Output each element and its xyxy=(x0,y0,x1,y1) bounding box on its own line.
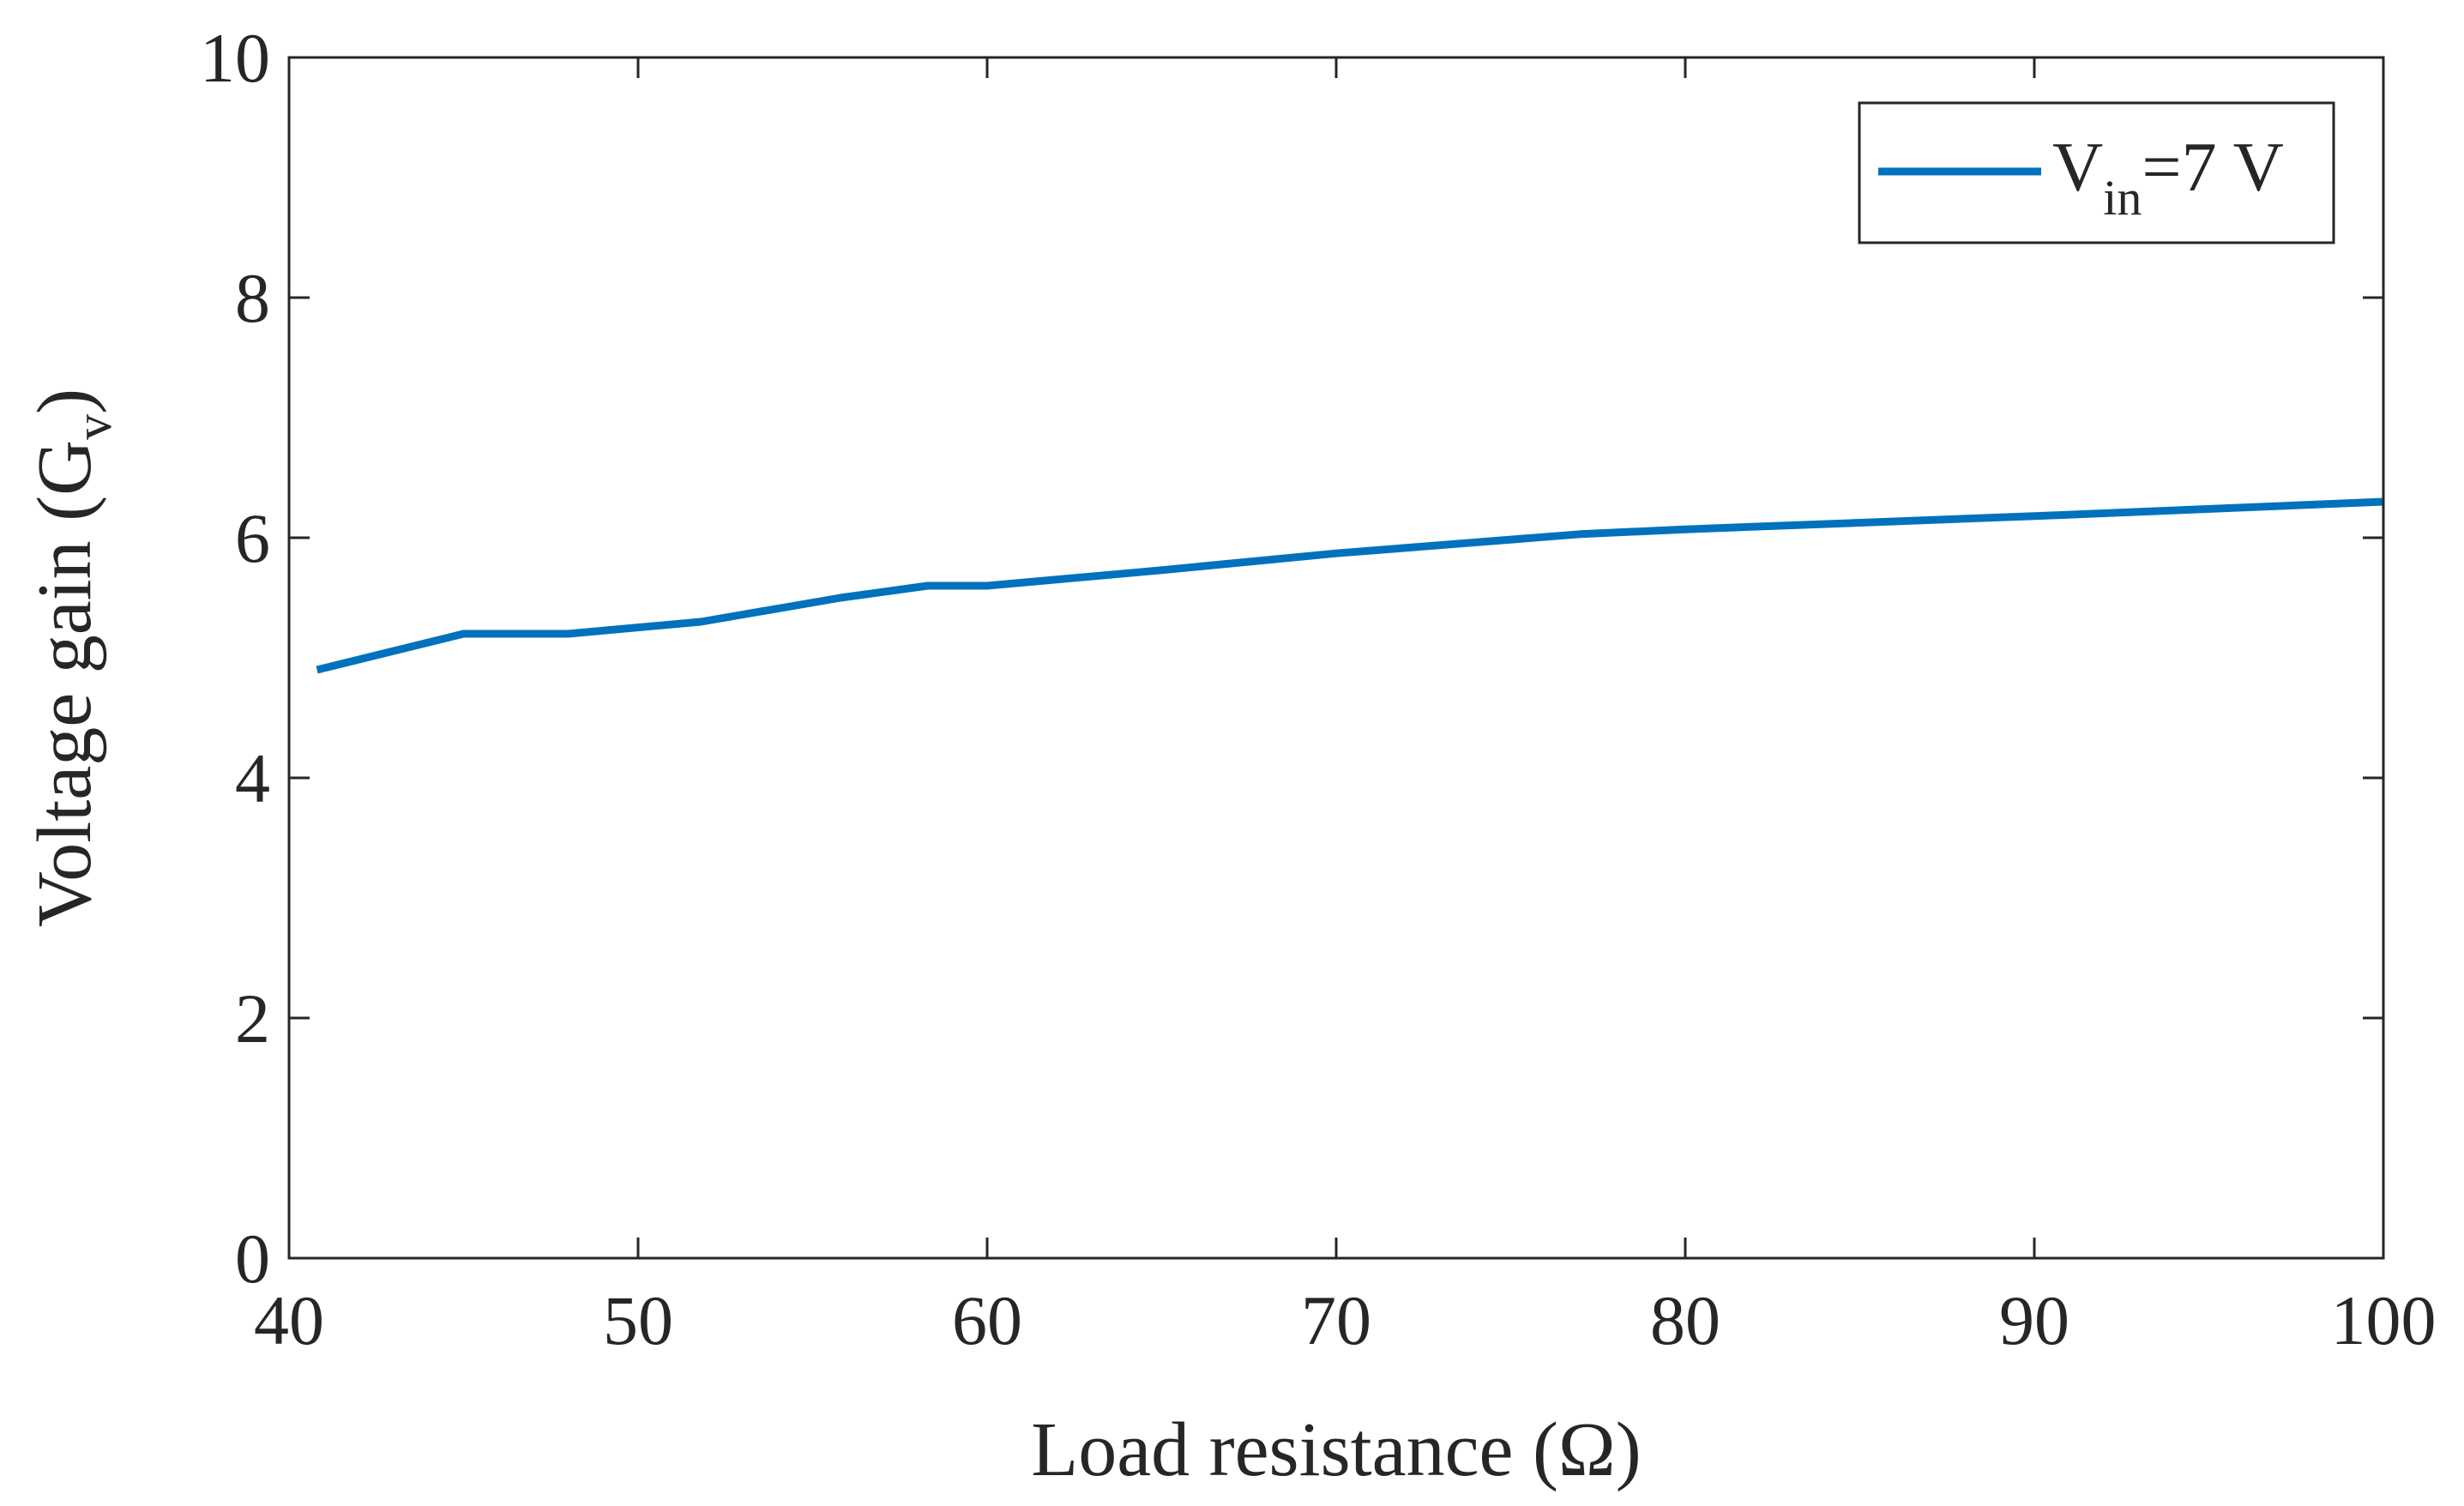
x-tick-label: 80 xyxy=(1650,1281,1720,1359)
plot-area xyxy=(289,57,2383,1258)
x-tick-label: 60 xyxy=(952,1281,1022,1359)
legend-label-sub: in xyxy=(2103,170,2142,226)
y-axis-label-main: Voltage gain (G xyxy=(22,440,107,927)
legend: Vin=7 V xyxy=(1858,101,2335,244)
x-tick-label: 50 xyxy=(603,1281,673,1359)
y-axis-label-close: ) xyxy=(22,389,107,414)
x-tick-label: 100 xyxy=(2331,1281,2437,1359)
x-tick-label: 70 xyxy=(1301,1281,1371,1359)
legend-label: Vin=7 V xyxy=(2052,128,2284,226)
x-tick-labels: 40 50 60 70 80 90 100 xyxy=(254,1281,2437,1359)
x-tick-label: 90 xyxy=(1999,1281,2069,1359)
legend-label-rest: =7 V xyxy=(2142,128,2283,206)
x-tick-label: 40 xyxy=(254,1281,324,1359)
series-layer xyxy=(316,497,2384,674)
series-line xyxy=(316,497,2384,674)
y-tick-label: 8 xyxy=(235,259,270,337)
y-axis-label-sub: v xyxy=(65,414,122,440)
y-axis-label: Voltage gain (Gv) xyxy=(22,389,122,927)
plot-frame xyxy=(287,56,2385,1260)
x-axis-label: Load resistance (Ω) xyxy=(1031,1407,1642,1492)
y-tick-labels: 0 2 4 6 8 10 xyxy=(200,19,270,1298)
legend-label-main: V xyxy=(2052,128,2103,206)
y-tick-label: 6 xyxy=(235,499,270,577)
y-tick-label: 4 xyxy=(235,739,270,817)
y-tick-label: 10 xyxy=(200,19,270,97)
y-tick-label: 0 xyxy=(235,1220,270,1298)
y-tick-label: 2 xyxy=(235,979,270,1057)
